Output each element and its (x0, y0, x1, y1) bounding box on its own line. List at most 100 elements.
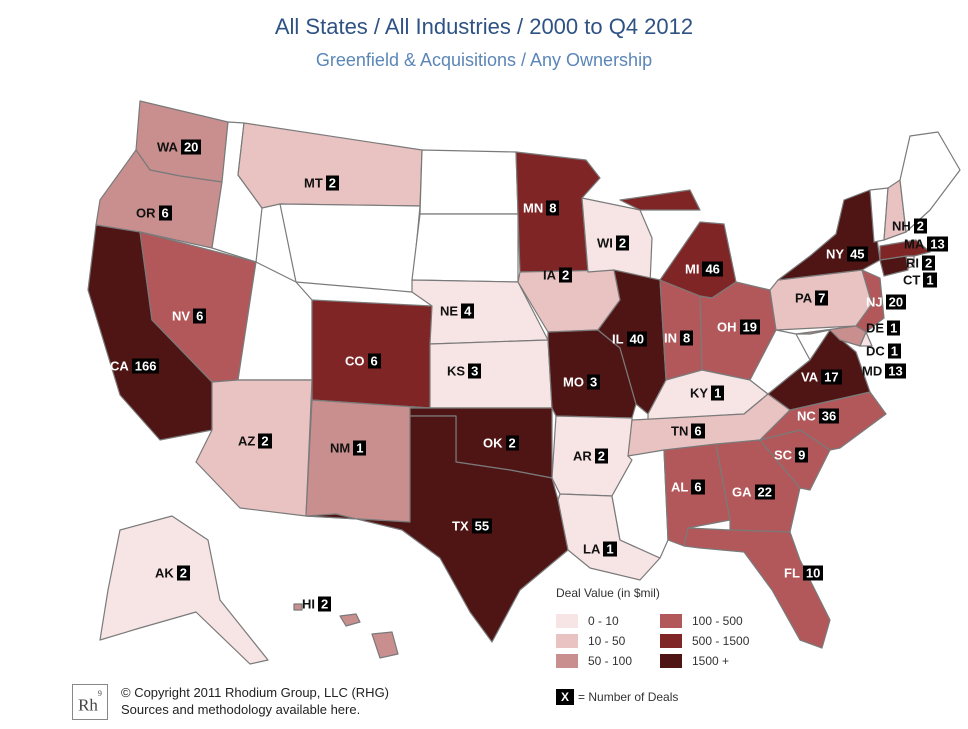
state-label-ma: MA 13 (904, 236, 948, 252)
state-label-oh: OH 19 (717, 319, 760, 335)
legend-swatch (660, 654, 682, 668)
state-code: AR (573, 448, 592, 464)
state-label-al: AL 6 (671, 479, 705, 495)
state-label-de: DE 1 (866, 320, 901, 336)
state-code: RI (906, 255, 919, 271)
deal-count: 2 (594, 448, 609, 464)
state-label-tn: TN 6 (671, 423, 705, 439)
state-code: CT (903, 272, 921, 288)
map-subtitle: Greenfield & Acquisitions / Any Ownershi… (315, 50, 653, 70)
deal-count: 2 (559, 267, 573, 283)
state-label-mi: MI 46 (685, 261, 723, 277)
state-nd[interactable] (419, 149, 519, 215)
state-code: HI (302, 596, 315, 612)
state-code: TX (452, 518, 469, 534)
deal-count: 6 (367, 353, 381, 369)
state-label-hi: HI 2 (302, 596, 332, 612)
deal-count: 6 (691, 479, 705, 495)
state-label-ky: KY 1 (690, 385, 725, 401)
copyright-block: © Copyright 2011 Rhodium Group, LLC (RHG… (121, 684, 389, 718)
copyright-line: © Copyright 2011 Rhodium Group, LLC (RHG… (121, 685, 390, 700)
legend-swatch (556, 634, 578, 648)
state-label-nh: NH 2 (892, 218, 928, 234)
state-tx[interactable] (305, 415, 569, 643)
state-label-sc: SC 9 (774, 447, 809, 463)
deal-count: 2 (913, 218, 928, 234)
state-code: IL (612, 331, 624, 347)
state-code: PA (795, 290, 813, 306)
state-code: OR (136, 205, 156, 221)
state-label-nv: NV 6 (172, 308, 207, 324)
state-hi[interactable] (293, 603, 399, 659)
state-wy[interactable] (279, 203, 421, 293)
state-code: CA (110, 358, 129, 374)
deal-count: 13 (885, 363, 906, 379)
legend-label: 0 - 10 (588, 614, 619, 628)
deal-count: 55 (471, 518, 493, 534)
state-label-wa: WA 20 (157, 139, 202, 155)
state-label-il: IL 40 (612, 331, 648, 347)
state-ny[interactable] (777, 189, 881, 281)
deal-count: 2 (922, 255, 936, 271)
state-code: WA (157, 139, 178, 155)
deal-count: 2 (258, 433, 272, 449)
deal-count: 166 (131, 358, 160, 374)
deal-count: 46 (702, 261, 723, 277)
state-label-ar: AR 2 (573, 448, 609, 464)
state-md[interactable] (795, 325, 867, 347)
state-az[interactable] (195, 379, 313, 517)
state-label-ok: OK 2 (483, 435, 519, 451)
state-label-co: CO 6 (345, 353, 381, 369)
legend-label: 100 - 500 (692, 614, 743, 628)
state-code: GA (732, 484, 752, 500)
deal-count: 2 (318, 596, 332, 612)
state-code: WI (597, 235, 613, 251)
deal-count: 1 (887, 343, 902, 359)
state-label-nm: NM 1 (330, 440, 367, 456)
deal-count: 1 (353, 440, 367, 456)
state-fl[interactable] (683, 527, 831, 649)
legend-item: 500 - 1500 (660, 634, 749, 648)
state-mt[interactable] (237, 122, 423, 209)
deal-count: 3 (586, 374, 601, 390)
legend-item: 0 - 10 (556, 614, 619, 628)
state-shapes (87, 100, 961, 665)
state-code: AL (671, 479, 689, 495)
state-label-pa: PA 7 (795, 290, 829, 306)
state-code: OK (483, 435, 503, 451)
deal-count: 7 (815, 290, 829, 306)
deal-count: 2 (505, 435, 519, 451)
state-code: MA (904, 236, 925, 252)
state-me[interactable] (899, 131, 961, 233)
state-code: IN (664, 330, 677, 346)
state-label-or: OR 6 (136, 205, 172, 221)
state-label-mt: MT 2 (304, 175, 340, 191)
state-ak[interactable] (99, 515, 269, 665)
deal-count: 10 (802, 565, 824, 581)
legend-label: 50 - 100 (588, 654, 633, 668)
state-ma[interactable] (879, 239, 931, 261)
state-code: NY (826, 246, 845, 262)
deal-count: 3 (468, 363, 482, 379)
state-code: AK (155, 565, 174, 581)
state-code: AZ (238, 433, 256, 449)
deal-count: 6 (691, 423, 705, 439)
legend-item: 50 - 100 (556, 654, 632, 668)
state-code: NV (172, 308, 191, 324)
state-label-mo: MO 3 (563, 374, 601, 390)
state-label-va: VA 17 (801, 369, 842, 385)
legend-item: 1500 + (660, 654, 729, 668)
state-label-tx: TX 55 (452, 518, 493, 534)
deal-count: 8 (546, 200, 560, 216)
state-label-fl: FL 10 (784, 565, 824, 581)
deal-count: 22 (754, 484, 775, 500)
logo-text: Rh (78, 695, 98, 715)
methodology-link[interactable]: Sources and methodology available here. (121, 702, 361, 717)
deal-count: 1 (887, 320, 901, 336)
deal-count: 40 (626, 331, 648, 347)
deal-count: 13 (927, 236, 948, 252)
legend-swatch (660, 614, 682, 628)
state-label-ny: NY 45 (826, 246, 868, 262)
state-label-mn: MN 8 (523, 200, 560, 216)
state-sd[interactable] (411, 213, 519, 283)
